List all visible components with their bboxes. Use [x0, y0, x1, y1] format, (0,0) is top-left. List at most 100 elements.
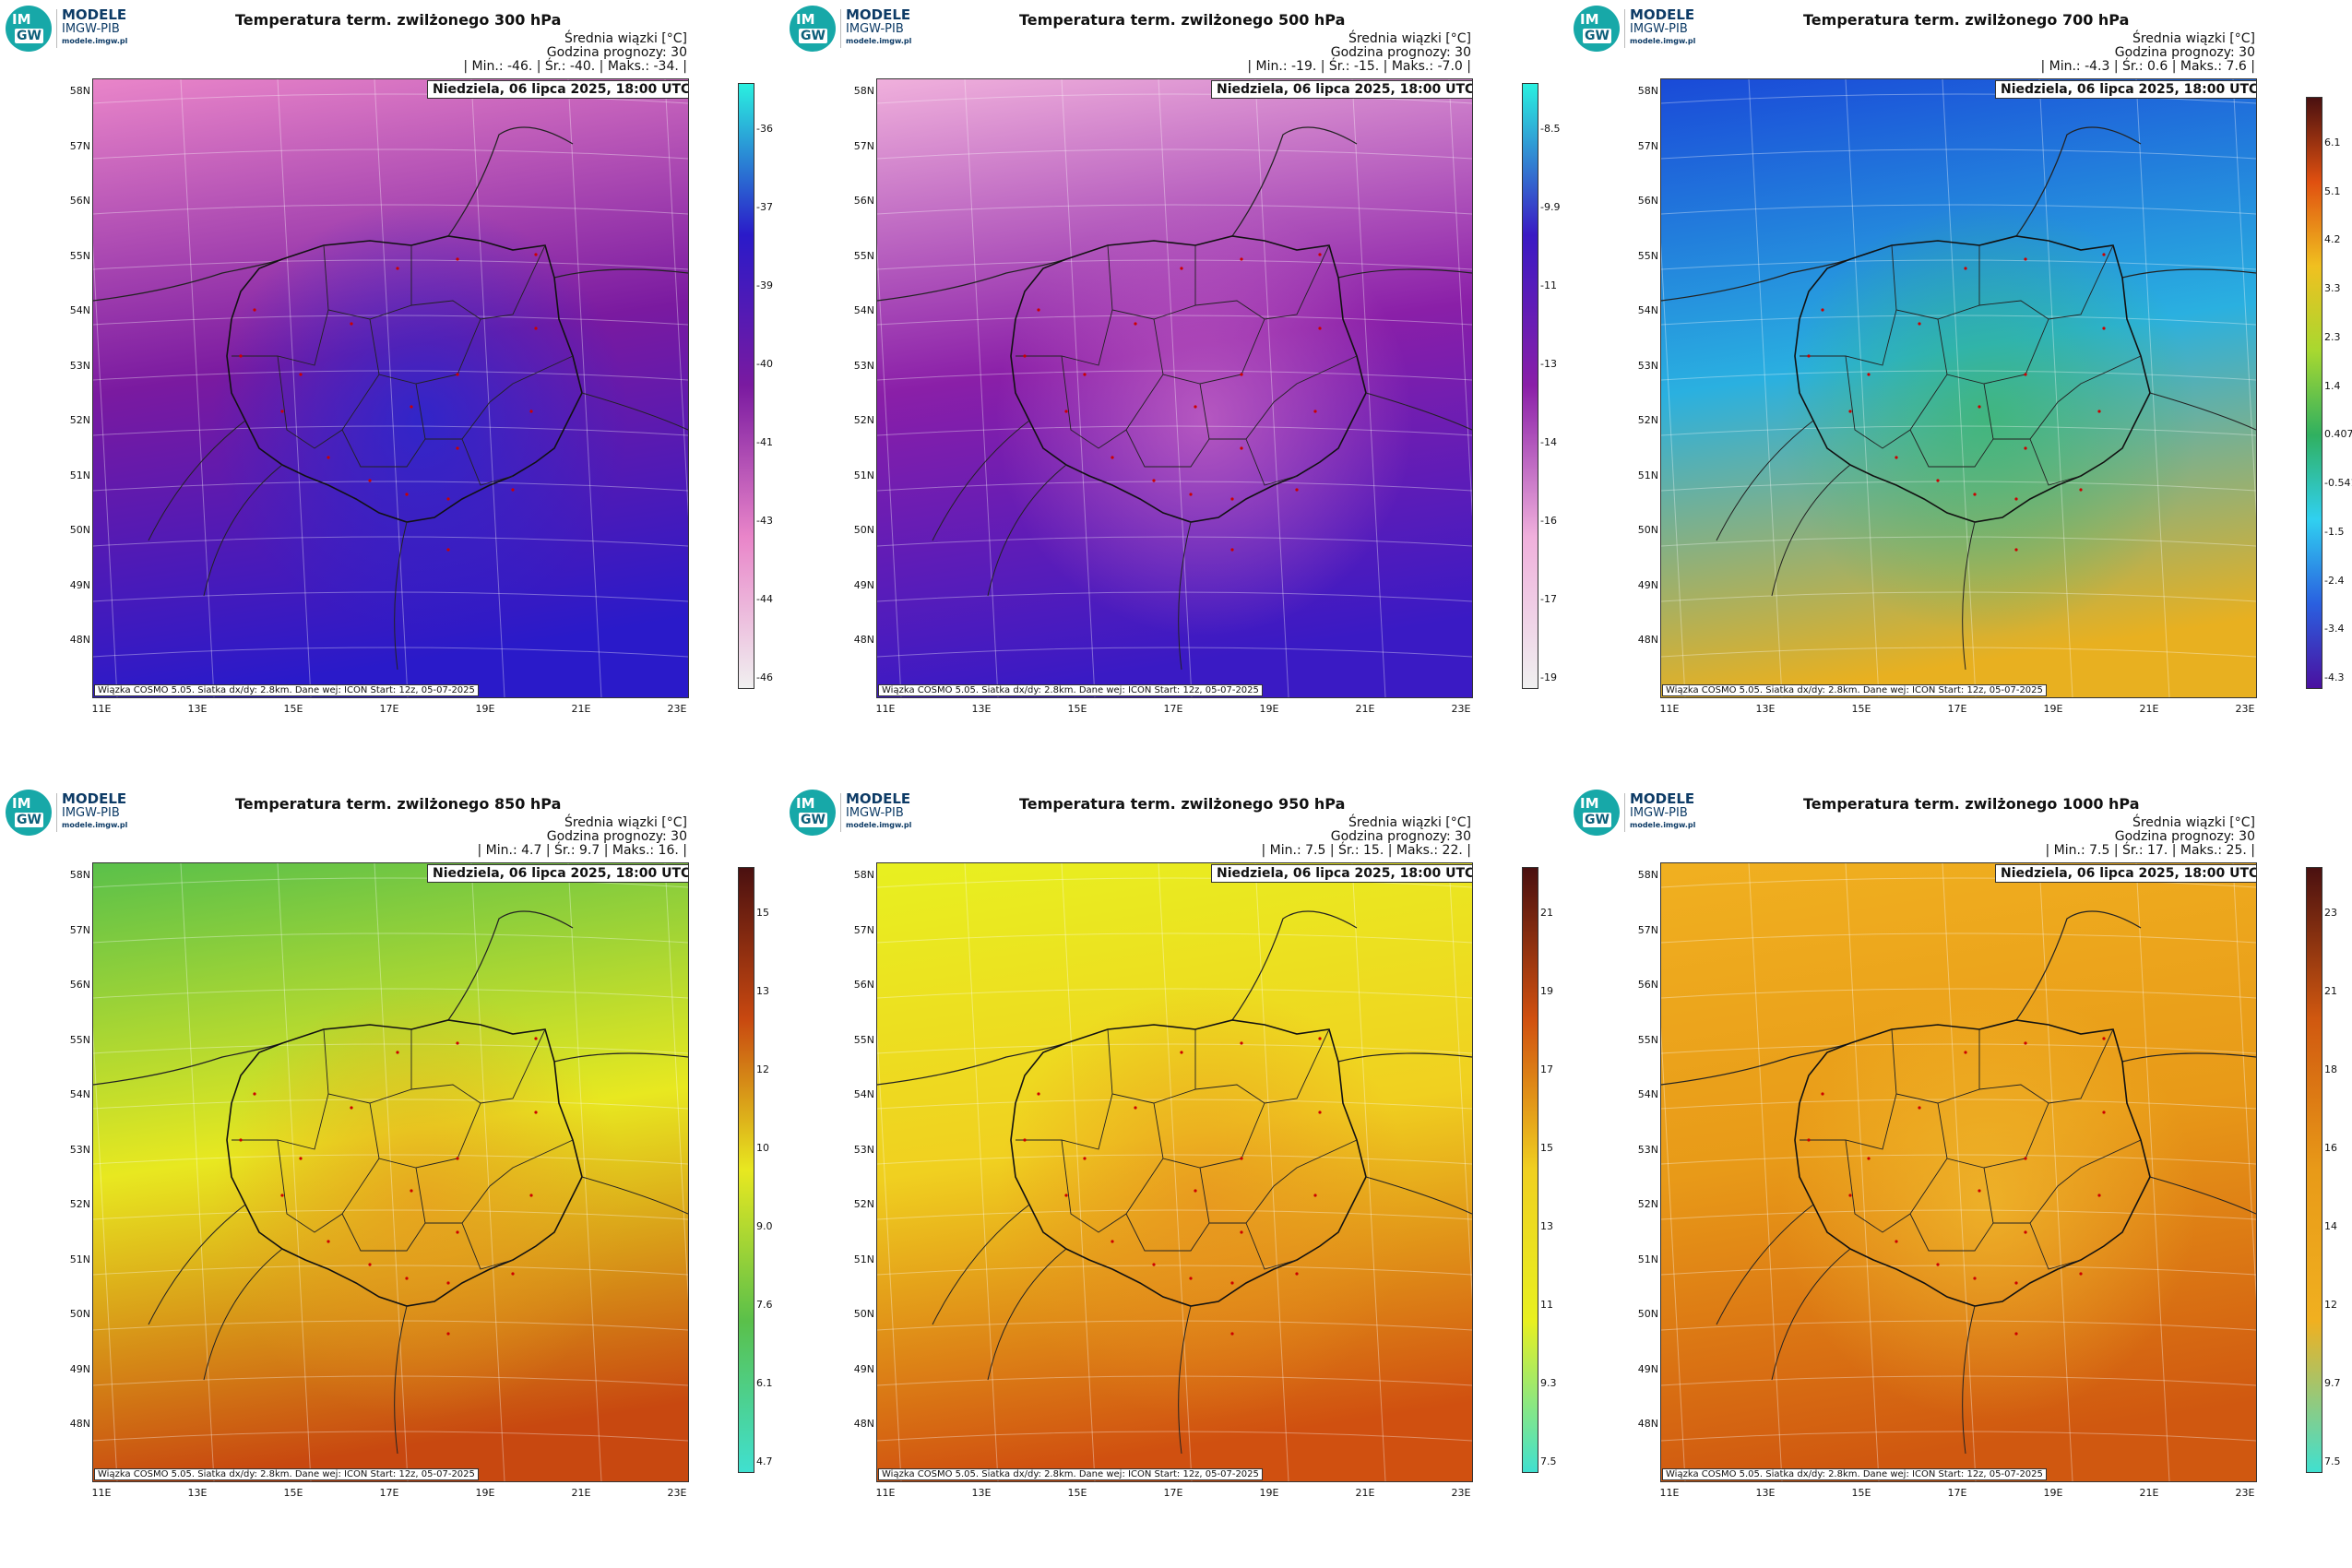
- map-field[interactable]: Niedziela, 06 lipca 2025, 18:00 UTC Wiązk…: [1660, 78, 2257, 698]
- lat-label: 56N: [69, 195, 90, 207]
- imgw-logo[interactable]: IM GW MODELE IMGW-PIB modele.imgw.pl: [6, 790, 144, 836]
- lon-label: 17E: [379, 703, 399, 715]
- colorbar-tick-label: 13: [1540, 1220, 1553, 1232]
- lat-label: 49N: [853, 1362, 874, 1375]
- lon-label: 23E: [2235, 703, 2255, 715]
- lon-label: 11E: [91, 1487, 112, 1499]
- stat-label: Średnia wiązki [°C]: [2132, 815, 2255, 830]
- colorbar: [2306, 97, 2322, 689]
- map-panel: IM GW MODELE IMGW-PIB modele.imgw.pl Temperat…: [1568, 784, 2352, 1568]
- imgw-logo[interactable]: IM GW MODELE IMGW-PIB modele.imgw.pl: [1574, 790, 1712, 836]
- map-field[interactable]: Niedziela, 06 lipca 2025, 18:00 UTC Wiązk…: [876, 862, 1473, 1482]
- temperature-field: [93, 79, 688, 697]
- lat-label: 52N: [69, 1198, 90, 1210]
- valid-date-label: Niedziela, 06 lipca 2025, 18:00 UTC: [1995, 80, 2256, 99]
- lat-label: 58N: [1637, 869, 1658, 881]
- badge-top-text: IM: [1580, 11, 1599, 28]
- lat-label: 49N: [69, 1362, 90, 1375]
- badge-top-text: IM: [796, 795, 815, 812]
- lat-label: 54N: [1637, 304, 1658, 316]
- map-panel: IM GW MODELE IMGW-PIB modele.imgw.pl Temperat…: [1568, 0, 2352, 784]
- lon-label: 19E: [2043, 1487, 2063, 1499]
- imgw-logo[interactable]: IM GW MODELE IMGW-PIB modele.imgw.pl: [6, 6, 144, 52]
- temperature-field: [1661, 79, 2256, 697]
- logo-subtitle: IMGW-PIB: [846, 806, 904, 820]
- lat-label: 57N: [1637, 139, 1658, 152]
- lon-label: 15E: [283, 703, 303, 715]
- imgw-logo[interactable]: IM GW MODELE IMGW-PIB modele.imgw.pl: [1574, 6, 1712, 52]
- lon-label: 13E: [187, 703, 208, 715]
- lon-label: 11E: [1659, 1487, 1680, 1499]
- forecast-hour: Godzina prognozy: 30: [546, 829, 687, 844]
- logo-divider: [1624, 793, 1625, 832]
- lat-label: 50N: [69, 524, 90, 536]
- country-border: [1794, 1019, 2151, 1307]
- lat-label: 53N: [69, 359, 90, 372]
- lon-label: 17E: [1163, 1487, 1183, 1499]
- lat-label: 50N: [853, 524, 874, 536]
- lon-label: 17E: [1163, 703, 1183, 715]
- badge-top-text: IM: [1580, 795, 1599, 812]
- lon-label: 19E: [1259, 703, 1279, 715]
- map-field[interactable]: Niedziela, 06 lipca 2025, 18:00 UTC Wiązk…: [876, 78, 1473, 698]
- colorbar-tick-label: -16: [1540, 515, 1557, 527]
- imgw-logo[interactable]: IM GW MODELE IMGW-PIB modele.imgw.pl: [790, 6, 928, 52]
- lon-label: 23E: [1451, 703, 1471, 715]
- lat-label: 51N: [1637, 469, 1658, 481]
- badge-bottom-text: GW: [1583, 29, 1611, 43]
- colorbar: [738, 83, 754, 689]
- imgw-logo[interactable]: IM GW MODELE IMGW-PIB modele.imgw.pl: [790, 790, 928, 836]
- stat-label: Średnia wiązki [°C]: [2132, 31, 2255, 46]
- badge-bottom-text: GW: [15, 813, 43, 827]
- lat-label: 50N: [853, 1308, 874, 1320]
- logo-url[interactable]: modele.imgw.pl: [62, 821, 128, 829]
- colorbar-tick-label: 7.5: [1540, 1455, 1557, 1467]
- colorbar-tick-label: 19: [1540, 985, 1553, 997]
- lat-label: 57N: [853, 139, 874, 152]
- map-field[interactable]: Niedziela, 06 lipca 2025, 18:00 UTC Wiązk…: [92, 78, 689, 698]
- panel-title: Temperatura term. zwilżonego 500 hPa: [1019, 11, 1346, 29]
- lat-label: 55N: [853, 249, 874, 262]
- lat-label: 52N: [1637, 414, 1658, 426]
- logo-title: MODELE: [846, 6, 911, 23]
- forecast-hour: Godzina prognozy: 30: [2114, 829, 2255, 844]
- colorbar-tick-label: 4.7: [756, 1455, 773, 1467]
- country-border: [1010, 1019, 1367, 1307]
- lon-label: 11E: [875, 1487, 896, 1499]
- colorbar-tick-label: 11: [1540, 1299, 1553, 1311]
- colorbar-tick-label: 15: [1540, 1142, 1553, 1154]
- lon-label: 21E: [1355, 1487, 1375, 1499]
- logo-url[interactable]: modele.imgw.pl: [1630, 821, 1696, 829]
- badge-top-text: IM: [12, 795, 31, 812]
- colorbar-tick-label: -40: [756, 358, 773, 370]
- forecast-hour: Godzina prognozy: 30: [1330, 45, 1471, 60]
- lat-label: 54N: [69, 304, 90, 316]
- lat-label: 58N: [1637, 85, 1658, 97]
- temperature-field: [877, 863, 1472, 1481]
- forecast-hour: Godzina prognozy: 30: [546, 45, 687, 60]
- temperature-field: [1661, 863, 2256, 1481]
- colorbar-tick-label: 5.1: [2324, 184, 2341, 197]
- colorbar-tick-label: 15: [756, 907, 769, 919]
- lon-label: 23E: [667, 1487, 687, 1499]
- colorbar-tick-label: 6.1: [756, 1377, 773, 1389]
- map-field[interactable]: Niedziela, 06 lipca 2025, 18:00 UTC Wiązk…: [92, 862, 689, 1482]
- badge-top-text: IM: [796, 11, 815, 28]
- logo-divider: [56, 9, 57, 48]
- lat-label: 53N: [853, 359, 874, 372]
- lon-label: 15E: [283, 1487, 303, 1499]
- colorbar-tick-label: -36: [756, 123, 773, 135]
- lon-label: 19E: [475, 1487, 495, 1499]
- lon-label: 13E: [187, 1487, 208, 1499]
- logo-url[interactable]: modele.imgw.pl: [62, 37, 128, 45]
- logo-url[interactable]: modele.imgw.pl: [1630, 37, 1696, 45]
- colorbar-tick-label: -43: [756, 515, 773, 527]
- lon-label: 17E: [1947, 1487, 1967, 1499]
- lon-label: 15E: [1851, 1487, 1871, 1499]
- lat-label: 56N: [1637, 979, 1658, 991]
- logo-url[interactable]: modele.imgw.pl: [846, 37, 912, 45]
- stats-summary: | Min.: -19. | Śr.: -15. | Maks.: -7.0 |: [1247, 59, 1471, 74]
- colorbar-tick-label: -17: [1540, 593, 1557, 605]
- logo-url[interactable]: modele.imgw.pl: [846, 821, 912, 829]
- map-field[interactable]: Niedziela, 06 lipca 2025, 18:00 UTC Wiązk…: [1660, 862, 2257, 1482]
